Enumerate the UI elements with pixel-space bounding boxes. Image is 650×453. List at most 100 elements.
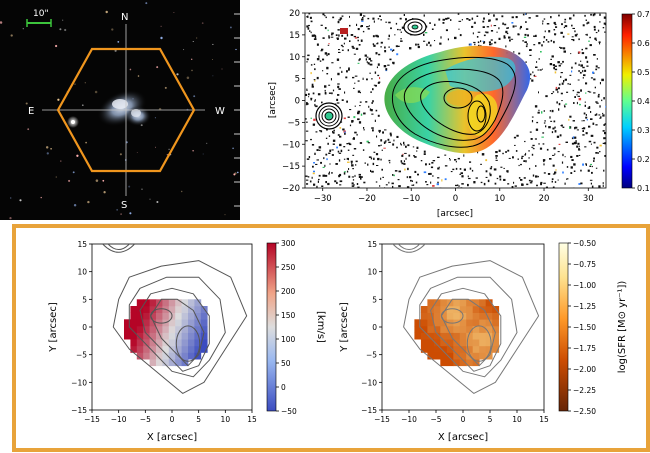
noise-pixel <box>496 177 499 180</box>
noise-pixel <box>391 50 394 52</box>
noise-pixel <box>340 149 343 153</box>
noise-pixel <box>553 21 556 24</box>
velocity-pixel <box>181 312 189 320</box>
noise-pixel <box>576 91 580 93</box>
noise-pixel <box>562 153 564 157</box>
star <box>168 148 170 151</box>
noise-pixel <box>325 187 328 188</box>
noise-pixel <box>343 146 346 148</box>
sfr-pixel <box>427 352 435 360</box>
noise-pixel <box>495 155 498 157</box>
noise-pixel <box>356 133 358 136</box>
sfr-pixel <box>459 332 467 340</box>
noise-pixel <box>511 22 514 24</box>
noise-pixel <box>354 75 358 77</box>
noise-pixel <box>403 160 405 163</box>
noise-pixel <box>542 132 545 134</box>
velocity-pixel <box>136 332 144 340</box>
noise-pixel <box>338 34 340 37</box>
noise-pixel <box>363 15 365 17</box>
noise-pixel <box>604 132 606 135</box>
noise-pixel <box>502 152 504 155</box>
sfr-pixel <box>472 312 480 320</box>
noise-pixel <box>349 124 352 127</box>
noise-pixel <box>457 13 460 15</box>
ifu-hexagon <box>56 47 196 173</box>
noise-pixel <box>364 162 366 164</box>
noise-pixel <box>377 63 380 66</box>
star <box>45 146 49 149</box>
noise-pixel <box>488 19 490 22</box>
noise-pixel <box>528 150 530 152</box>
noise-pixel <box>529 49 532 51</box>
noise-pixel <box>590 118 593 120</box>
noise-pixel <box>373 151 376 153</box>
noise-pixel <box>444 178 447 181</box>
noise-pixel <box>359 105 361 107</box>
noise-pixel <box>357 112 360 115</box>
noise-pixel <box>554 153 556 155</box>
noise-pixel <box>476 15 479 17</box>
noise-pixel <box>377 82 380 84</box>
noise-pixel <box>388 141 391 143</box>
noise-pixel <box>460 172 463 175</box>
noise-pixel <box>378 145 381 147</box>
star <box>193 95 196 98</box>
noise-pixel <box>376 135 378 138</box>
star <box>191 69 193 72</box>
sfr-pixel <box>427 319 435 327</box>
noise-pixel <box>567 33 570 35</box>
velocity-pixel <box>162 312 170 320</box>
noise-pixel <box>382 176 384 178</box>
velocity-pixel <box>130 319 138 327</box>
velocity-pixel <box>200 312 208 320</box>
sfr-pixel <box>420 339 428 347</box>
noise-pixel <box>326 66 328 69</box>
noise-pixel <box>329 163 331 165</box>
noise-pixel <box>341 99 344 101</box>
noise-pixel <box>544 120 546 122</box>
noise-pixel <box>324 52 328 55</box>
noise-pixel <box>401 162 404 165</box>
star <box>186 76 190 80</box>
noise-pixel <box>389 132 392 135</box>
noise-pixel <box>593 78 596 81</box>
noise-pixel <box>380 158 382 161</box>
noise-pixel <box>490 24 492 27</box>
noise-pixel <box>393 49 395 51</box>
noise-pixel <box>337 85 340 89</box>
noise-pixel <box>324 85 327 88</box>
noise-pixel <box>384 50 387 53</box>
noise-pixel <box>361 18 364 21</box>
noise-pixel <box>549 158 552 160</box>
noise-pixel <box>598 93 600 96</box>
noise-pixel <box>548 30 551 33</box>
star <box>156 66 159 69</box>
velocity-pixel <box>194 332 202 340</box>
noise-pixel <box>585 19 587 21</box>
y-tick-label: −10 <box>282 140 300 150</box>
velocity-pixel <box>162 332 170 340</box>
noise-pixel <box>438 18 441 21</box>
noise-pixel <box>562 47 566 50</box>
sfr-pixel <box>459 359 467 367</box>
sfr-pixel <box>440 332 448 340</box>
noise-pixel <box>598 185 601 188</box>
noise-pixel <box>311 34 314 37</box>
noise-pixel <box>507 183 510 185</box>
noise-pixel <box>556 101 558 104</box>
velocity-pixel <box>149 332 157 340</box>
sfr-pixel <box>433 352 441 360</box>
noise-pixel <box>354 82 356 84</box>
sfr-pixel <box>453 312 461 320</box>
noise-pixel <box>506 27 509 29</box>
noise-pixel <box>364 54 367 57</box>
star <box>95 179 99 182</box>
noise-pixel <box>529 167 531 170</box>
sfr-pixel <box>453 359 461 367</box>
noise-pixel <box>437 156 440 158</box>
noise-pixel <box>570 187 573 188</box>
sfr-pixel <box>420 319 428 327</box>
noise-pixel <box>488 13 490 15</box>
noise-pixel <box>351 185 355 187</box>
